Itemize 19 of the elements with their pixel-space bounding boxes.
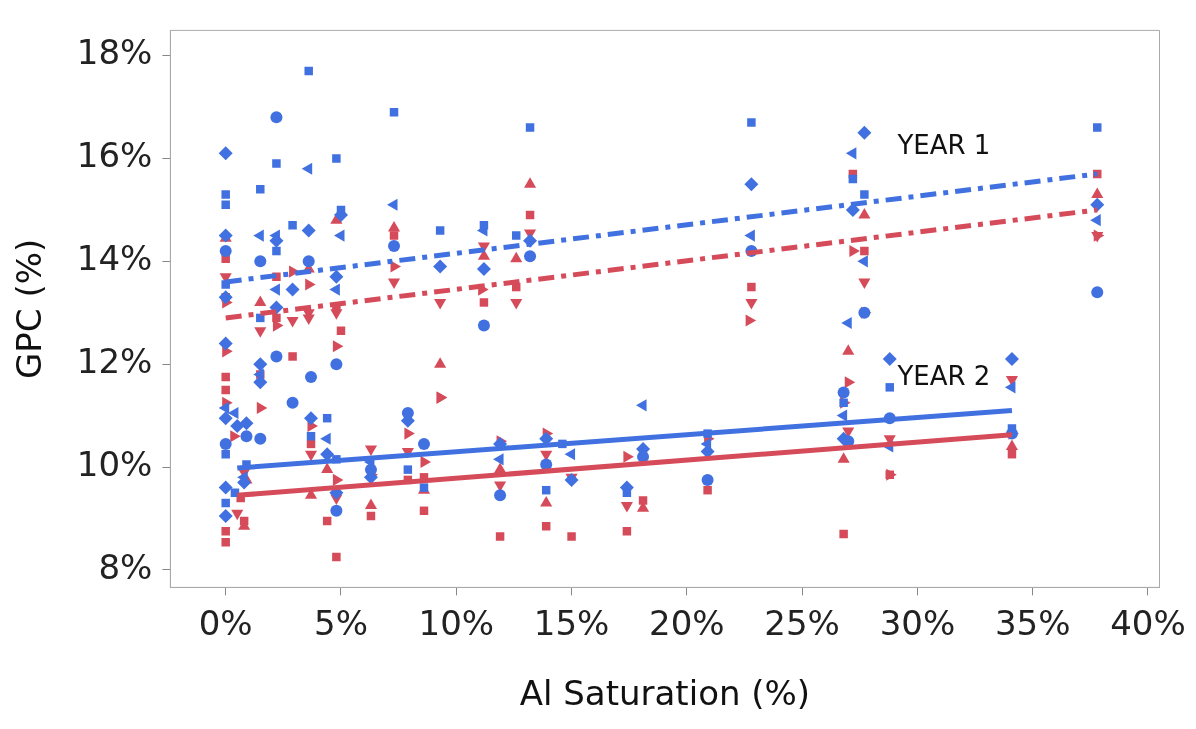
y-tick-label: 18%: [76, 32, 153, 73]
x-tick-label: 30%: [879, 602, 956, 643]
y-tick-label: 14%: [76, 238, 153, 279]
x-tick-label: 20%: [649, 602, 725, 643]
y-tick-label: 12%: [76, 341, 153, 382]
x-tick-label: 5%: [314, 602, 368, 643]
y-tick-label: 16%: [76, 135, 153, 176]
x-tick-label: 10%: [418, 602, 495, 643]
x-tick-label: 0%: [198, 602, 253, 643]
y-axis-title: GPC (%): [9, 238, 50, 380]
x-tick-label: 15%: [533, 602, 610, 643]
y-tick-label: 10%: [76, 443, 153, 484]
x-tick-label: 35%: [994, 602, 1071, 643]
x-tick-label: 40%: [1110, 602, 1186, 643]
x-tick-label: 25%: [764, 602, 840, 643]
y-tick-label: 8%: [98, 546, 153, 587]
annotation: YEAR 2: [896, 361, 991, 392]
annotation: YEAR 1: [896, 130, 991, 161]
x-axis-title: Al Saturation (%): [519, 673, 811, 714]
